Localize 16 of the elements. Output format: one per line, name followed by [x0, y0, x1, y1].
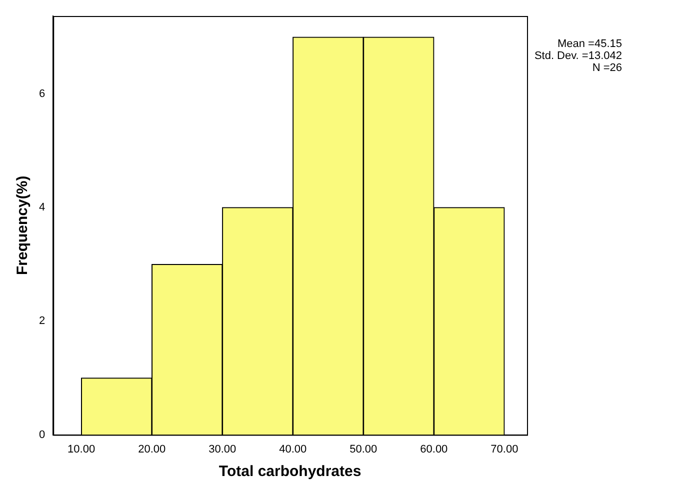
y-tick-label: 4	[38, 202, 46, 214]
x-tick-label: 30.00	[208, 443, 236, 456]
x-tick-label: 20.00	[138, 443, 166, 456]
y-tick-label: 0	[38, 428, 46, 441]
text: Std. Dev. =13.042	[534, 50, 622, 62]
x-tick-label: 70.00	[490, 443, 518, 456]
y-tick-label: 2	[38, 315, 46, 328]
x-tick-label: 60.00	[420, 443, 448, 456]
x-tick-label: 10.00	[68, 443, 96, 456]
x-tick-label: 50.00	[350, 443, 378, 456]
y-tick-label: 6	[38, 88, 46, 100]
x-axis-title: Total carbohydrates	[218, 463, 362, 480]
y-axis-title: Frequency(%)	[14, 176, 32, 275]
text: N =26	[591, 62, 622, 74]
x-tick-label: 40.00	[279, 443, 307, 456]
text: Mean =45.15	[556, 38, 622, 50]
